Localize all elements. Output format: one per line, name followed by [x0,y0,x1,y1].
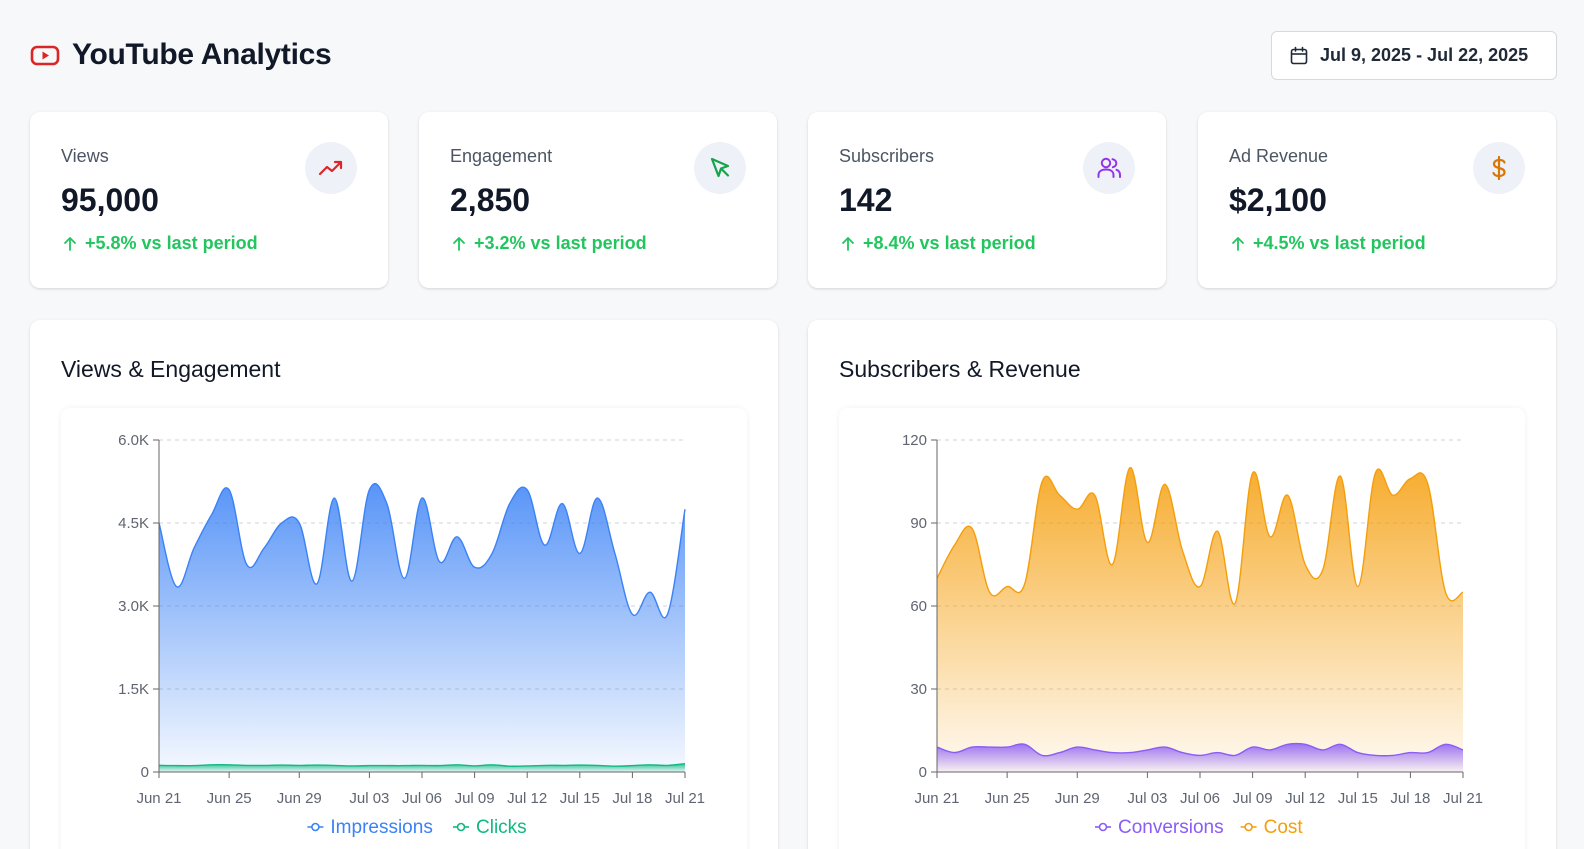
views-engagement-chart: 0 1.5K 3.0K 4.5K 6.0K Jun 21 Jun 25 Jun 29 Jul 0… [61,408,747,849]
page-title: YouTube Analytics [72,38,332,71]
legend-item-conversions[interactable]: Conversions [1095,817,1224,838]
y-tick-label: 6.0K [118,432,149,449]
kpi-label: Engagement [450,146,553,166]
x-tick-label: Jul 15 [1338,790,1378,807]
kpi-label: Views [61,146,109,166]
dollar-icon [1473,142,1525,194]
series-line-cost [936,466,1464,605]
legend-label: Clicks [476,817,527,838]
kpi-change: +8.4% vs last period [839,233,1036,254]
subscribers-revenue-panel: Subscribers & Revenue 0 30 60 90 120 Jun 21 Ju… [808,320,1556,849]
x-tick-label: Jul 09 [455,790,495,807]
x-tick-label: Jun 25 [985,790,1030,807]
series-area-cost [937,467,1463,772]
date-range-button[interactable]: Jul 9, 2025 - Jul 22, 2025 [1271,31,1557,80]
x-tick-label: Jul 03 [349,790,389,807]
y-tick-label: 30 [910,681,927,698]
series-area-impressions [159,483,685,772]
kpi-value: 95,000 [61,182,159,218]
brand: YouTube Analytics [30,38,332,72]
series-line-clicks [158,763,686,767]
kpi-change-text: +8.4% vs last period [863,233,1036,253]
page-header: YouTube Analytics Jul 9, 2025 - Jul 22, … [30,30,1557,80]
x-tick-label: Jul 15 [560,790,600,807]
kpi-card-subscribers: Subscribers 142 +8.4% vs last period [808,112,1166,288]
x-tick-label: Jul 21 [1443,790,1483,807]
kpi-card-views: Views 95,000 +5.8% vs last period [30,112,388,288]
series-line-conversions [936,742,1464,757]
arrow-up-icon [453,236,465,251]
x-tick-label: Jul 06 [402,790,442,807]
series-area-conversions [937,743,1463,772]
cursor-arrow-icon [694,142,746,194]
y-tick-label: 120 [902,432,927,449]
series-line-impressions [158,483,686,619]
x-tick-label: Jun 21 [136,790,181,807]
subscribers-revenue-chart: 0 30 60 90 120 Jun 21 Jun 25 Jun 29 Jul 03 Jul 06… [839,408,1525,849]
y-tick-label: 3.0K [118,598,149,615]
x-tick-label: Jun 25 [207,790,252,807]
legend-item-cost[interactable]: Cost [1240,817,1304,838]
panel-title: Subscribers & Revenue [839,356,1081,382]
kpi-value: 142 [839,182,893,218]
legend-item-impressions[interactable]: Impressions [307,817,433,838]
x-tick-label: Jul 18 [1390,790,1430,807]
legend-label: Cost [1264,817,1304,838]
x-tick-label: Jul 06 [1180,790,1220,807]
kpi-change-text: +5.8% vs last period [85,233,258,253]
arrow-up-icon [64,236,76,251]
views-engagement-panel: Views & Engagement 0 1.5K 3.0K 4.5K 6.0K Jun … [30,320,778,849]
kpi-change: +5.8% vs last period [61,233,258,254]
kpi-value: $2,100 [1229,182,1327,218]
kpi-card-ad-revenue: Ad Revenue $2,100 +4.5% vs last period [1198,112,1556,288]
x-tick-label: Jul 12 [507,790,547,807]
kpi-change: +4.5% vs last period [1229,233,1426,254]
subscribers-revenue-chart-svg: 0 30 60 90 120 Jun 21 Jun 25 Jun 29 Jul 03 Jul 06… [902,432,1483,838]
kpi-change: +3.2% vs last period [450,233,647,254]
y-tick-label: 1.5K [118,681,149,698]
arrow-up-icon [842,236,854,251]
calendar-icon [1290,46,1308,64]
panel-title: Views & Engagement [61,356,281,382]
kpi-label: Ad Revenue [1229,146,1329,166]
legend-item-clicks[interactable]: Clicks [453,817,527,838]
views-engagement-chart-svg: 0 1.5K 3.0K 4.5K 6.0K Jun 21 Jun 25 Jun 29 Jul 0… [118,432,705,838]
x-tick-label: Jul 21 [665,790,705,807]
x-tick-label: Jul 12 [1285,790,1325,807]
y-tick-label: 0 [141,764,149,781]
y-tick-label: 60 [910,598,927,615]
x-tick-label: Jul 18 [612,790,652,807]
x-tick-label: Jul 09 [1233,790,1273,807]
x-tick-label: Jun 29 [1055,790,1100,807]
y-tick-label: 90 [910,515,927,532]
kpi-label: Subscribers [839,146,935,166]
y-tick-label: 0 [919,764,927,781]
users-icon [1083,142,1135,194]
kpi-value: 2,850 [450,182,531,218]
legend-label: Impressions [330,817,432,838]
trending-up-icon [305,142,357,194]
date-range-label: Jul 9, 2025 - Jul 22, 2025 [1320,45,1529,65]
x-tick-label: Jun 21 [914,790,959,807]
x-tick-label: Jul 03 [1127,790,1167,807]
x-tick-label: Jun 29 [277,790,322,807]
youtube-icon [30,40,60,70]
kpi-change-text: +3.2% vs last period [474,233,647,253]
y-tick-label: 4.5K [118,515,149,532]
kpi-card-engagement: Engagement 2,850 +3.2% vs last period [419,112,777,288]
legend-label: Conversions [1118,817,1224,838]
arrow-up-icon [1232,236,1244,251]
kpi-change-text: +4.5% vs last period [1253,233,1426,253]
